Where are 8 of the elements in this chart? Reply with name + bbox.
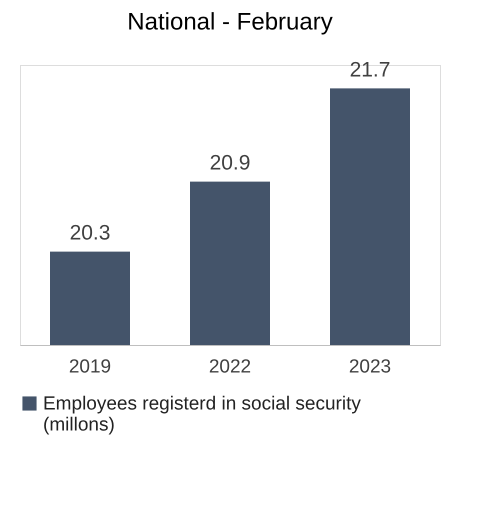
- data-label: 20.9: [210, 152, 250, 175]
- legend-label: Employees registerd in social security (millons): [43, 394, 362, 436]
- chart-title: National - February: [127, 8, 333, 36]
- data-label: 20.3: [70, 222, 110, 245]
- data-label: 21.7: [350, 58, 390, 82]
- x-tick-label: 2022: [208, 356, 252, 378]
- x-tick-label: 2023: [348, 356, 392, 378]
- x-tick-label: 2019: [68, 356, 112, 378]
